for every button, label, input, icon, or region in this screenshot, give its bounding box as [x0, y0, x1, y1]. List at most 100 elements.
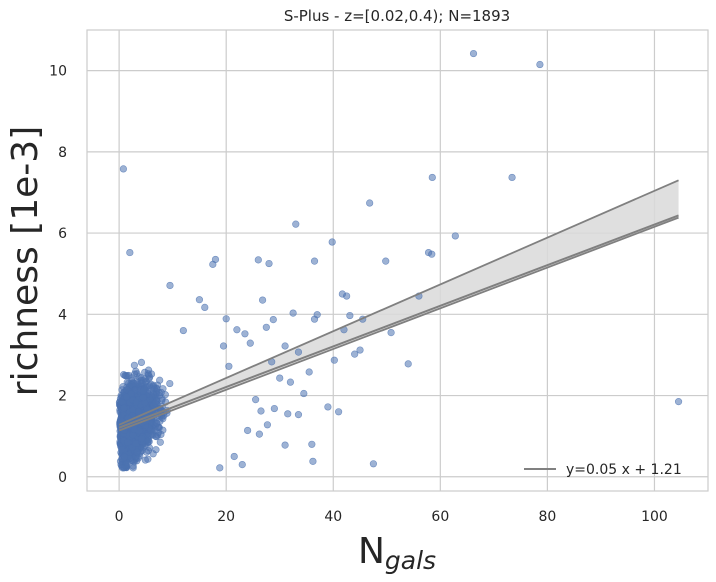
- data-point: [137, 358, 146, 367]
- data-point: [142, 448, 151, 456]
- data-point: [294, 348, 303, 356]
- data-point: [222, 315, 230, 323]
- data-point: [292, 220, 300, 228]
- x-tick-label: 0: [115, 509, 124, 525]
- data-point: [257, 407, 265, 415]
- data-point: [138, 379, 146, 387]
- data-point: [195, 296, 204, 304]
- data-point: [451, 232, 459, 240]
- fit-line-layer: [118, 179, 679, 432]
- data-point: [428, 173, 436, 182]
- data-point: [269, 316, 277, 324]
- data-point: [166, 281, 174, 290]
- data-point: [233, 326, 241, 334]
- data-point: [335, 408, 343, 416]
- data-point: [310, 257, 319, 265]
- data-point: [382, 257, 390, 265]
- data-point: [674, 398, 683, 406]
- y-axis-label: richness [1e-3]: [5, 126, 46, 396]
- data-point: [144, 455, 152, 463]
- data-point: [132, 398, 140, 407]
- data-point: [343, 292, 351, 300]
- x-tick-label: 100: [641, 509, 668, 525]
- data-point: [179, 326, 187, 335]
- x-axis-label-subscript: gals: [385, 546, 436, 575]
- confidence-band-layer: [119, 180, 679, 431]
- legend-label: y=0.05 x + 1.21: [566, 462, 682, 478]
- data-point: [254, 256, 262, 264]
- data-point: [281, 342, 289, 350]
- data-point: [289, 309, 297, 317]
- data-point: [156, 376, 164, 384]
- data-point: [118, 446, 126, 454]
- data-point: [134, 454, 142, 462]
- data-point: [137, 435, 146, 443]
- data-point: [313, 311, 321, 319]
- data-point: [324, 403, 332, 411]
- data-point: [404, 360, 412, 368]
- data-point: [508, 173, 516, 182]
- data-point: [255, 430, 263, 438]
- chart-title: S-Plus - z=[0.02,0.4); N=1893: [284, 7, 510, 25]
- data-point: [216, 464, 224, 472]
- data-point: [356, 346, 364, 354]
- lower-bound-line: [118, 216, 679, 432]
- x-tick-label: 60: [431, 509, 449, 525]
- data-point: [225, 362, 233, 370]
- y-tick-label: 8: [58, 145, 67, 161]
- data-point: [139, 387, 147, 395]
- upper-bound-line: [118, 179, 679, 426]
- data-point: [244, 426, 252, 435]
- data-point: [428, 250, 436, 258]
- data-point: [133, 448, 141, 456]
- data-point: [126, 248, 134, 257]
- data-point: [369, 460, 378, 468]
- data-point: [132, 439, 140, 448]
- data-point: [300, 389, 308, 398]
- confidence-band: [119, 180, 679, 431]
- x-tick-label: 40: [324, 509, 342, 525]
- data-point: [149, 431, 157, 439]
- data-point: [328, 238, 336, 246]
- data-point: [120, 404, 128, 412]
- x-tick-label: 20: [217, 509, 235, 525]
- fit-line: [118, 214, 679, 429]
- y-tick-label: 4: [58, 307, 67, 323]
- data-point: [308, 440, 316, 448]
- data-point: [145, 375, 153, 383]
- data-point: [387, 328, 395, 337]
- data-point: [351, 350, 359, 358]
- data-point: [276, 374, 284, 382]
- data-point: [294, 411, 303, 419]
- data-point: [131, 370, 139, 378]
- data-point: [159, 415, 167, 423]
- data-point: [157, 430, 165, 439]
- x-axis-label-main: N: [358, 531, 385, 572]
- data-point: [120, 453, 129, 461]
- data-point: [262, 323, 270, 331]
- data-point: [201, 303, 209, 312]
- data-point: [366, 199, 374, 207]
- data-point: [147, 385, 155, 393]
- data-point: [309, 457, 317, 465]
- data-point: [305, 368, 313, 376]
- data-point: [166, 379, 174, 388]
- data-point: [151, 399, 160, 407]
- data-point: [209, 260, 217, 268]
- legend: y=0.05 x + 1.21: [524, 462, 682, 478]
- y-tick-label: 10: [49, 64, 67, 80]
- x-tick-label: 80: [538, 509, 556, 525]
- data-point: [219, 342, 228, 350]
- data-point: [139, 393, 147, 402]
- data-point: [265, 259, 273, 268]
- y-tick-label: 2: [58, 389, 67, 405]
- data-point: [330, 356, 338, 364]
- data-point: [286, 378, 295, 386]
- x-axis-label: Ngals: [358, 531, 436, 575]
- data-point: [123, 386, 131, 394]
- points-layer: [115, 49, 683, 472]
- data-point: [536, 60, 544, 69]
- data-point: [156, 438, 164, 446]
- data-point: [241, 330, 249, 338]
